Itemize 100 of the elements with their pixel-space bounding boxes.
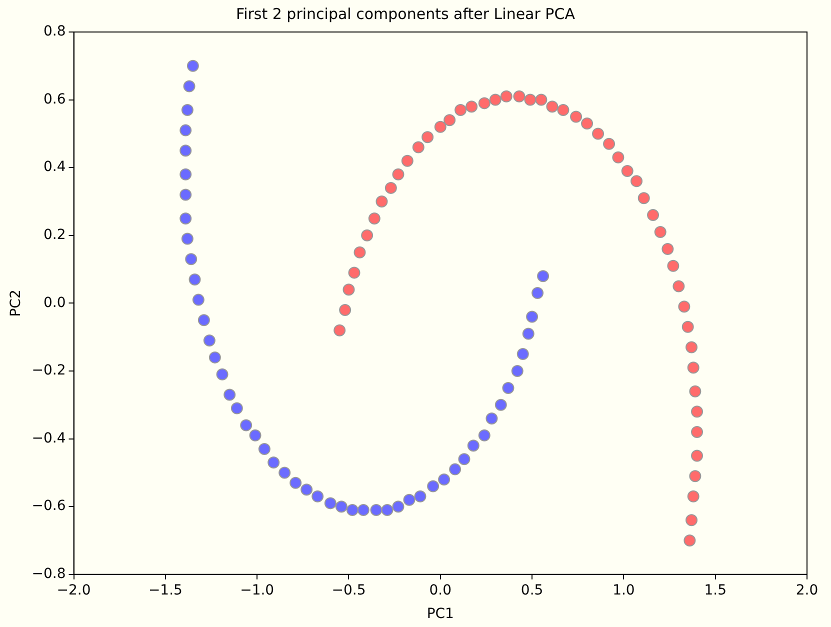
point [381,504,394,516]
point [278,466,291,479]
y-tick-label: −0.2 [32,362,66,379]
point [258,442,270,455]
point [581,118,594,130]
y-tick-label: 0.6 [44,91,66,108]
point [662,242,674,255]
y-tick-label: −0.4 [32,430,66,446]
point [208,351,221,364]
point [592,128,604,140]
point [300,484,313,496]
y-tick-label: 0.8 [44,24,66,40]
x-tick-label: −0.5 [332,582,366,598]
point [249,429,262,442]
point [376,196,388,208]
point [570,110,582,123]
point [532,287,544,300]
point [335,500,348,513]
point [526,310,538,323]
point [486,412,498,424]
point [346,504,358,516]
point [198,314,210,326]
point [691,426,704,438]
point [522,328,534,340]
x-tick-label: −1.0 [240,582,274,598]
point [687,362,700,374]
x-tick-label: 1.5 [704,582,726,598]
y-tick-label: 0.2 [44,227,66,244]
point [686,341,698,354]
point [630,175,643,188]
point [689,470,702,482]
point [434,120,446,133]
point [216,368,228,380]
point [524,94,536,106]
point [240,419,252,432]
point [339,304,352,316]
point [687,490,700,502]
y-tick-label: 0.4 [44,159,66,176]
point [612,151,624,164]
point [334,324,346,336]
point [422,131,434,144]
point [557,104,570,116]
point [370,504,382,516]
point [183,80,196,92]
point [354,246,366,258]
point [689,385,702,398]
point [478,429,490,442]
point [368,212,380,224]
point [392,168,404,180]
point [268,456,280,469]
x-tick-label: −1.5 [148,582,182,598]
x-tick-label: 0.0 [429,582,452,598]
point [684,534,696,546]
point [535,94,548,106]
point [203,334,216,346]
point [290,476,302,489]
point [427,480,440,492]
chart-title: First 2 principal components after Linear PCA [236,4,576,23]
point [454,104,467,116]
point [185,253,198,266]
point [403,494,416,506]
point [621,164,634,177]
point [384,182,397,194]
point [603,138,616,150]
point [348,266,360,279]
point [516,348,529,360]
point [312,490,324,502]
point [638,192,650,204]
point [412,141,424,154]
point [466,100,478,113]
x-tick-label: 2.0 [796,582,818,598]
point [511,365,524,377]
point [188,273,201,286]
y-tick-label: 0.0 [44,294,66,311]
point [678,300,690,313]
point [342,284,355,296]
point [414,490,426,502]
y-tick-label: −0.6 [32,498,66,514]
y-tick-label: −0.8 [32,566,66,582]
point [654,226,666,238]
x-axis-title: PC1 [426,606,454,622]
point [500,90,512,102]
point [458,453,470,466]
point [647,209,660,222]
point [401,154,414,167]
point [324,497,336,510]
y-axis-title: PC2 [8,290,24,317]
point [181,104,194,116]
point [180,144,192,157]
point [181,232,194,245]
point [180,124,192,136]
point [502,382,514,394]
x-tick-label: 0.5 [520,582,544,598]
point [392,500,404,513]
point [449,463,462,476]
point [489,94,502,106]
point [686,514,698,526]
point [513,90,526,102]
point [186,60,199,72]
x-tick-label: −2.0 [56,582,91,598]
